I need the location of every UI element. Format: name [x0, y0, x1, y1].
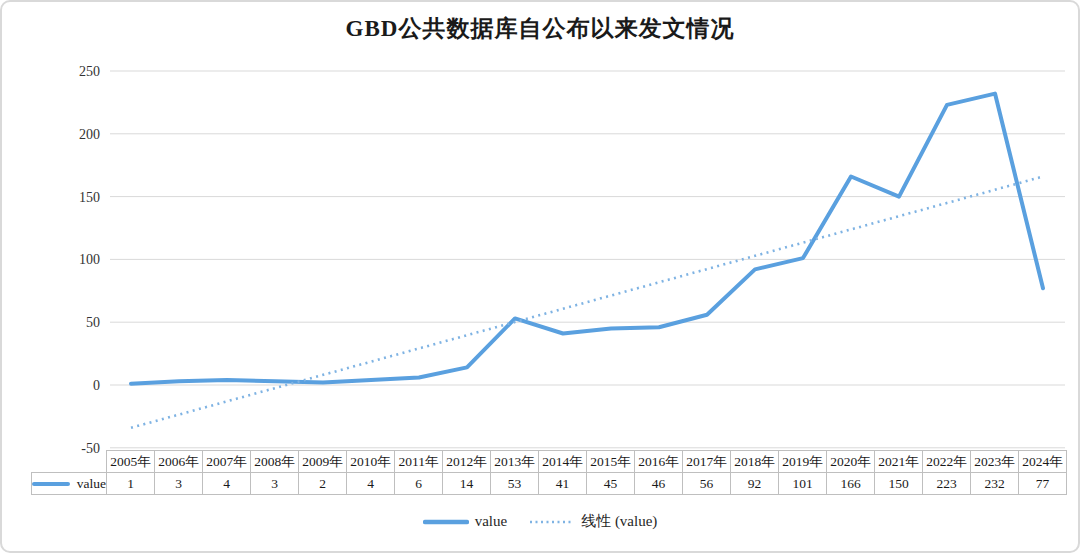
year-header-cell: 2007年 — [203, 451, 251, 473]
table-blank-cell — [32, 451, 107, 473]
value-cell: 1 — [107, 473, 155, 495]
value-cell: 53 — [491, 473, 539, 495]
y-axis-tick-label: 250 — [79, 64, 100, 79]
legend-item-value: value — [423, 513, 507, 530]
chart-legend: value 线性 (value) — [2, 512, 1078, 531]
y-axis-tick-label: 50 — [86, 315, 100, 330]
y-axis-tick-label: 200 — [79, 127, 100, 142]
year-header-cell: 2006年 — [155, 451, 203, 473]
year-header-cell: 2013年 — [491, 451, 539, 473]
legend-solid-line-icon — [423, 518, 469, 526]
value-cell: 2 — [299, 473, 347, 495]
legend-item-trendline: 线性 (value) — [529, 512, 657, 531]
value-cell: 101 — [779, 473, 827, 495]
value-cell: 14 — [443, 473, 491, 495]
series-key-cell: value — [32, 473, 107, 495]
year-header-cell: 2008年 — [251, 451, 299, 473]
value-cell: 46 — [635, 473, 683, 495]
year-header-cell: 2018年 — [731, 451, 779, 473]
value-cell: 56 — [683, 473, 731, 495]
year-header-cell: 2020年 — [827, 451, 875, 473]
legend-label: value — [475, 513, 507, 530]
series-line-value — [131, 94, 1043, 384]
year-header-cell: 2005年 — [107, 451, 155, 473]
value-cell: 4 — [347, 473, 395, 495]
y-axis-tick-label: 100 — [79, 252, 100, 267]
y-axis-tick-label: 0 — [93, 378, 100, 393]
series-key-line-icon — [32, 481, 70, 487]
value-cell: 3 — [251, 473, 299, 495]
year-header-cell: 2009年 — [299, 451, 347, 473]
year-header-cell: 2023年 — [971, 451, 1019, 473]
year-header-cell: 2012年 — [443, 451, 491, 473]
legend-dotted-line-icon — [529, 518, 575, 526]
trendline-linear-value — [131, 177, 1043, 428]
year-header-cell: 2011年 — [395, 451, 443, 473]
series-key-label: value — [77, 476, 106, 492]
value-cell: 223 — [923, 473, 971, 495]
value-cell: 150 — [875, 473, 923, 495]
year-header-cell: 2015年 — [587, 451, 635, 473]
year-header-cell: 2017年 — [683, 451, 731, 473]
chart-frame: GBD公共数据库自公布以来发文情况 250200150100500-50 200… — [0, 0, 1080, 553]
value-cell: 232 — [971, 473, 1019, 495]
year-header-cell: 2019年 — [779, 451, 827, 473]
year-header-cell: 2016年 — [635, 451, 683, 473]
value-cell: 3 — [155, 473, 203, 495]
legend-label: 线性 (value) — [581, 512, 657, 531]
value-cell: 92 — [731, 473, 779, 495]
year-header-cell: 2021年 — [875, 451, 923, 473]
value-cell: 45 — [587, 473, 635, 495]
value-cell: 77 — [1019, 473, 1067, 495]
value-cell: 166 — [827, 473, 875, 495]
year-header-cell: 2010年 — [347, 451, 395, 473]
year-header-cell: 2024年 — [1019, 451, 1067, 473]
year-header-cell: 2022年 — [923, 451, 971, 473]
year-header-cell: 2014年 — [539, 451, 587, 473]
value-cell: 4 — [203, 473, 251, 495]
value-cell: 41 — [539, 473, 587, 495]
chart-data-table: 2005年2006年2007年2008年2009年2010年2011年2012年… — [31, 450, 1067, 495]
value-cell: 6 — [395, 473, 443, 495]
y-axis-tick-label: 150 — [79, 190, 100, 205]
